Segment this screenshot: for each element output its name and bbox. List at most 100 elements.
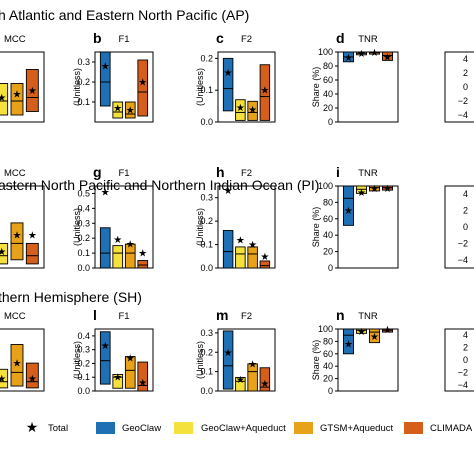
total-star: ★ [138,378,147,389]
y-tick-label: 60 [323,75,333,85]
y-tick-label: 20 [323,103,333,113]
total-star: ★ [224,348,233,359]
total-star: ★ [101,62,110,73]
y-tick-label: 0.2 [200,53,213,63]
total-star: ★ [357,49,366,60]
panel-frame [217,51,276,123]
legend: ★ Total GeoClaw GeoClaw+Aqueduct GTSM+Aq… [26,419,473,435]
y-tick-label: −2 [458,367,468,377]
y-tick-label: 0.4 [77,203,90,213]
total-star: ★ [248,105,257,116]
total-star: ★ [370,48,379,59]
total-star: ★ [113,235,122,246]
total-star: ★ [224,186,233,197]
panel-letter: m [216,307,228,323]
box-geoclaw [222,230,234,269]
panel-l: 0.0 0.1 0.2 0.3 0.4(Unitless) l F1 ★ ★ ★ ★ [72,307,154,396]
total-star: ★ [101,187,110,198]
y-tick-label: 4 [463,189,468,199]
panel-letter: l [93,307,97,323]
row-title-ap: h Atlantic and Eastern North Pacific (AP… [0,7,249,23]
y-tick-label: 60 [323,214,333,224]
y-tick-label: −4 [458,110,468,120]
y-tick-label: 100 [318,181,333,191]
y-tick-label: 0.3 [77,57,90,67]
total-star: ★ [236,375,245,386]
total-star: ★ [260,86,269,97]
panel-o: −4 −2 0 2 4 [444,328,474,392]
y-tick-label: 100 [318,47,333,57]
total-star: ★ [113,373,122,384]
box-gtsm-aqueduct [10,344,24,387]
total-star: ★ [344,53,353,64]
box-climada [25,242,39,265]
box-gtsm-aqueduct [124,101,136,119]
y-tick-label: 20 [323,247,333,257]
panel-frame [217,328,276,392]
legend-climada-label: CLIMADA [430,423,473,434]
total-star: ★ [0,93,6,104]
y-tick-label: 0.1 [77,248,90,258]
legend-total-marker: ★ [26,419,39,435]
total-star: ★ [13,231,22,242]
total-star: ★ [0,374,6,385]
total-star: ★ [236,103,245,114]
legend-gtsm-aqueduct-swatch [294,422,313,434]
y-tick-label: 80 [323,336,333,346]
panel-title: F1 [118,34,129,45]
y-tick-label: 4 [463,54,468,64]
legend-geoclaw-swatch [96,422,115,434]
panel-frame [444,51,474,123]
legend-geoclaw-label: GeoClaw [122,423,161,434]
y-tick-label: −2 [458,96,468,106]
panel-h: 0.00.10.20.3(Unitless)h F2★★ ★★ [195,164,276,273]
total-star: ★ [248,359,257,370]
y-tick-label: 0.0 [200,386,213,396]
total-star: ★ [357,327,366,338]
y-tick-label: 0.1 [200,85,213,95]
total-star: ★ [357,188,366,199]
box-geoclaw [99,331,111,385]
box-gtsm-aqueduct [247,100,258,121]
total-star: ★ [383,325,392,336]
panel-g: 0.00.10.20.30.40.5(Unitless)g F1★★ ★★ [72,164,154,273]
y-tick-label: −4 [458,380,468,390]
y-tick-label: 0 [328,386,333,396]
panel-letter: b [93,30,102,46]
y-tick-label: 80 [323,61,333,71]
box-gtsm-aqueduct [368,328,381,344]
box-geoclaw-aqueduct [355,328,368,334]
panel-frame [337,328,399,392]
box-geoclaw [342,185,355,226]
y-axis-label: (Unitless) [195,341,205,379]
row-title-pi: astern North Pacific and Northern Indian… [0,177,319,193]
panel-frame [217,185,276,269]
panel-title: F2 [241,168,252,179]
total-star: ★ [28,374,37,385]
y-tick-label: 0.3 [200,328,213,338]
panel-title: F2 [241,311,252,322]
box-gtsm-aqueduct [124,356,136,389]
total-star: ★ [28,86,37,97]
y-tick-label: 0 [463,355,468,365]
panel-m: 0.00.10.20.3(Unitless)m F2★★★★ [195,307,276,396]
box-climada [259,64,271,121]
y-tick-label: 80 [323,197,333,207]
panel-f: MCC ★ ★ ★ [0,168,45,269]
box-geoclaw-aqueduct [235,376,246,392]
y-tick-label: 0.2 [200,347,213,357]
panel-frame [444,328,474,392]
y-tick-label: 0.0 [77,263,90,273]
panel-letter: n [336,307,345,323]
box-geoclaw-aqueduct [0,242,9,265]
y-tick-label: 0.0 [200,117,213,127]
total-star: ★ [370,332,379,343]
box-geoclaw [99,227,111,269]
legend-climada-swatch [404,422,423,434]
box-geoclaw [222,57,234,112]
panel-title: TNR [358,311,378,322]
panel-title: F1 [118,168,129,179]
y-tick-label: −4 [458,255,468,265]
panel-e: −4 −2 0 2 4 [444,51,474,123]
